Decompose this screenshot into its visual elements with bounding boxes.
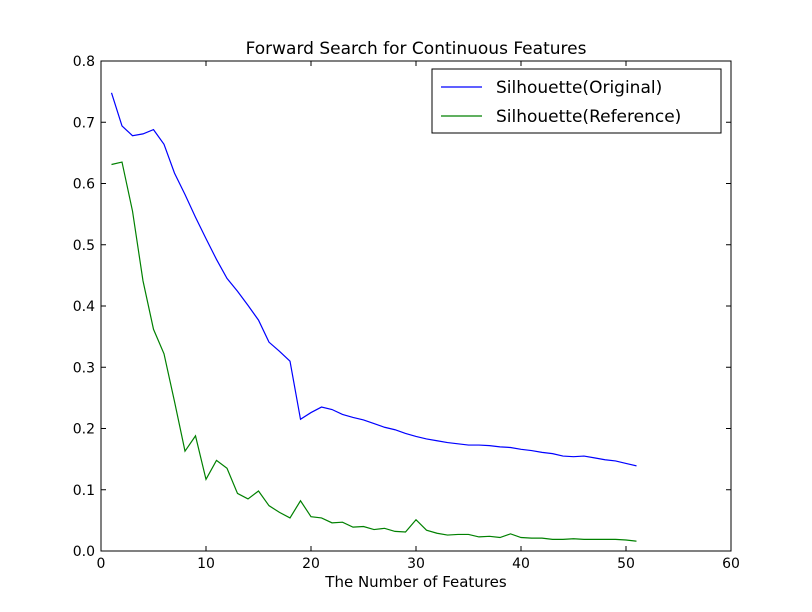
plot-frame xyxy=(100,60,732,552)
x-tick-label: 60 xyxy=(722,556,740,572)
legend: Silhouette(Original) Silhouette(Reference… xyxy=(431,68,722,134)
legend-label-1: Silhouette(Reference) xyxy=(496,107,681,127)
x-tick-label: 20 xyxy=(302,556,320,572)
y-tick-label: 0.1 xyxy=(73,483,95,499)
x-tick-label: 50 xyxy=(617,556,635,572)
y-tick-label: 0.3 xyxy=(73,360,95,376)
y-tick-label: 0.8 xyxy=(73,54,95,70)
x-tick-label: 10 xyxy=(197,556,215,572)
y-axis: 0.0 0.1 0.2 0.3 0.4 0.5 0.6 0.7 0.8 xyxy=(73,54,731,560)
plot-area xyxy=(100,60,732,552)
y-tick-label: 0.5 xyxy=(73,238,95,254)
x-axis-label: The Number of Features xyxy=(324,573,507,591)
y-tick-label: 0.2 xyxy=(73,422,95,438)
series-line-0 xyxy=(110,92,637,467)
y-tick-label: 0.4 xyxy=(73,299,95,315)
legend-label-0: Silhouette(Original) xyxy=(496,78,662,98)
y-tick-label: 0.6 xyxy=(73,177,95,193)
chart-title: Forward Search for Continuous Features xyxy=(246,39,587,59)
y-tick-label: 0.0 xyxy=(73,544,95,560)
x-tick-label: 0 xyxy=(97,556,106,572)
legend-box xyxy=(431,68,722,134)
series-line-1 xyxy=(111,161,637,542)
x-tick-label: 40 xyxy=(512,556,530,572)
x-axis: 0 10 20 30 40 50 60 xyxy=(97,61,740,572)
y-tick-label: 0.7 xyxy=(73,115,95,131)
x-tick-label: 30 xyxy=(407,556,425,572)
